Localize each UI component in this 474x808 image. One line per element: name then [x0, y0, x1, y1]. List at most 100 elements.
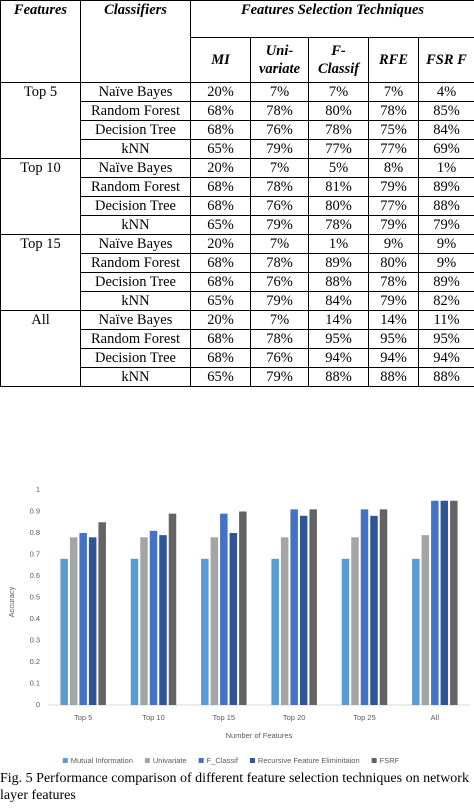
value-cell: 79% — [250, 291, 309, 311]
value-cell: 95% — [417, 329, 474, 349]
header-cell: Features — [0, 0, 81, 83]
bar — [98, 522, 106, 705]
value-cell: 20% — [190, 234, 251, 254]
value-cell: 84% — [417, 120, 474, 140]
value-cell: 88% — [308, 367, 369, 387]
bar — [79, 533, 87, 705]
bar — [210, 537, 219, 705]
value-cell: 14% — [368, 310, 419, 330]
legend-label: Univariate — [153, 756, 187, 765]
table-row: Decision Tree 68% 76% 80% 77% 88% — [1, 196, 474, 216]
value-cell: 68% — [190, 253, 251, 273]
value-cell: 1% — [308, 234, 369, 254]
bar — [370, 515, 378, 705]
x-tick-label: Top 15 — [213, 713, 236, 722]
value-cell: 76% — [250, 196, 309, 216]
value-cell: 76% — [250, 120, 309, 140]
y-tick-label: 0.7 — [30, 549, 40, 558]
value-cell: 20% — [190, 310, 251, 330]
value-cell: 89% — [417, 177, 474, 197]
y-tick-label: 0.2 — [30, 657, 40, 666]
value-cell: 78% — [250, 177, 309, 197]
bar — [341, 558, 350, 705]
value-cell: 9% — [417, 234, 474, 254]
bar — [309, 509, 317, 705]
value-cell: 68% — [190, 196, 251, 216]
value-cell: 20% — [190, 158, 251, 178]
y-tick-label: 0.8 — [30, 528, 40, 537]
value-cell: 95% — [308, 329, 369, 349]
bar — [450, 500, 458, 705]
bar — [130, 558, 139, 705]
value-cell: 8% — [368, 158, 419, 178]
bar — [239, 511, 247, 705]
caption: Fig. 5 Performance comparison of differe… — [0, 771, 469, 803]
value-cell: 84% — [308, 291, 369, 311]
value-cell: 65% — [190, 139, 251, 159]
feature-cell: Top 5 — [0, 82, 81, 159]
value-cell: 80% — [308, 196, 369, 216]
feature-cell: Top 15 — [0, 234, 81, 311]
value-cell: 78% — [368, 101, 419, 121]
legend-label: F_Classif — [207, 756, 239, 765]
value-cell: 14% — [308, 310, 369, 330]
y-tick-label: 0.3 — [30, 635, 40, 644]
bar — [88, 537, 97, 705]
classifier-cell: Naïve Bayes — [80, 310, 191, 330]
value-cell: 88% — [417, 196, 474, 216]
legend-label: Recursive Feature Eliminitaion — [258, 756, 360, 765]
results-table: Features Classifiers Features Selection … — [0, 0, 474, 387]
value-cell: 79% — [368, 215, 419, 235]
technique-header: RFE — [368, 37, 419, 83]
table-row: Top 10 Naïve Bayes 20% 7% 5% 8% 1% — [0, 158, 474, 235]
bar — [379, 509, 388, 705]
value-cell: 9% — [368, 234, 419, 254]
technique-header: MI — [190, 37, 251, 83]
bar — [69, 537, 78, 705]
table-row: kNN 65% 79% 77% 77% 69% — [1, 139, 474, 159]
y-tick-label: 0.4 — [30, 614, 40, 623]
value-cell: 78% — [250, 329, 309, 349]
value-cell: 88% — [368, 367, 419, 387]
value-cell: 79% — [368, 291, 419, 311]
technique-header: FSR F — [417, 37, 474, 83]
value-cell: 95% — [368, 329, 419, 349]
value-cell: 68% — [190, 177, 251, 197]
header-cell: Classifiers — [80, 0, 191, 83]
header-cell: Features Selection Techniques — [189, 0, 474, 38]
bar — [229, 533, 238, 705]
bar — [201, 558, 209, 705]
value-cell: 65% — [190, 367, 251, 387]
technique-header: Uni-variate — [250, 37, 309, 83]
value-cell: 88% — [308, 272, 369, 292]
value-cell: 75% — [368, 120, 419, 140]
value-cell: 7% — [250, 82, 309, 102]
value-cell: 78% — [250, 101, 309, 121]
y-axis-label: Accuracy — [7, 586, 16, 617]
value-cell: 78% — [308, 215, 369, 235]
value-cell: 79% — [250, 215, 309, 235]
bar — [421, 535, 430, 705]
value-cell: 79% — [250, 367, 309, 387]
value-cell: 7% — [250, 158, 309, 178]
bar — [280, 537, 289, 705]
value-cell: 89% — [417, 272, 474, 292]
value-cell: 79% — [417, 215, 474, 235]
bar — [431, 500, 439, 705]
legend-swatch — [198, 758, 204, 763]
bar — [299, 515, 308, 705]
technique-header: F-Classif — [308, 37, 369, 83]
legend-label: FSRF — [380, 756, 400, 765]
classifier-cell: kNN — [80, 215, 191, 235]
value-cell: 89% — [308, 253, 369, 273]
table-row: Random Forest 68% 78% 80% 78% 85% — [1, 101, 474, 121]
value-cell: 4% — [417, 82, 474, 102]
value-cell: 78% — [368, 272, 419, 292]
bar — [360, 509, 369, 705]
legend-swatch — [371, 758, 377, 763]
legend-swatch — [144, 758, 150, 763]
bar — [271, 558, 279, 705]
x-axis-label: Number of Features — [226, 731, 293, 740]
x-tick-label: Top 10 — [142, 713, 165, 722]
